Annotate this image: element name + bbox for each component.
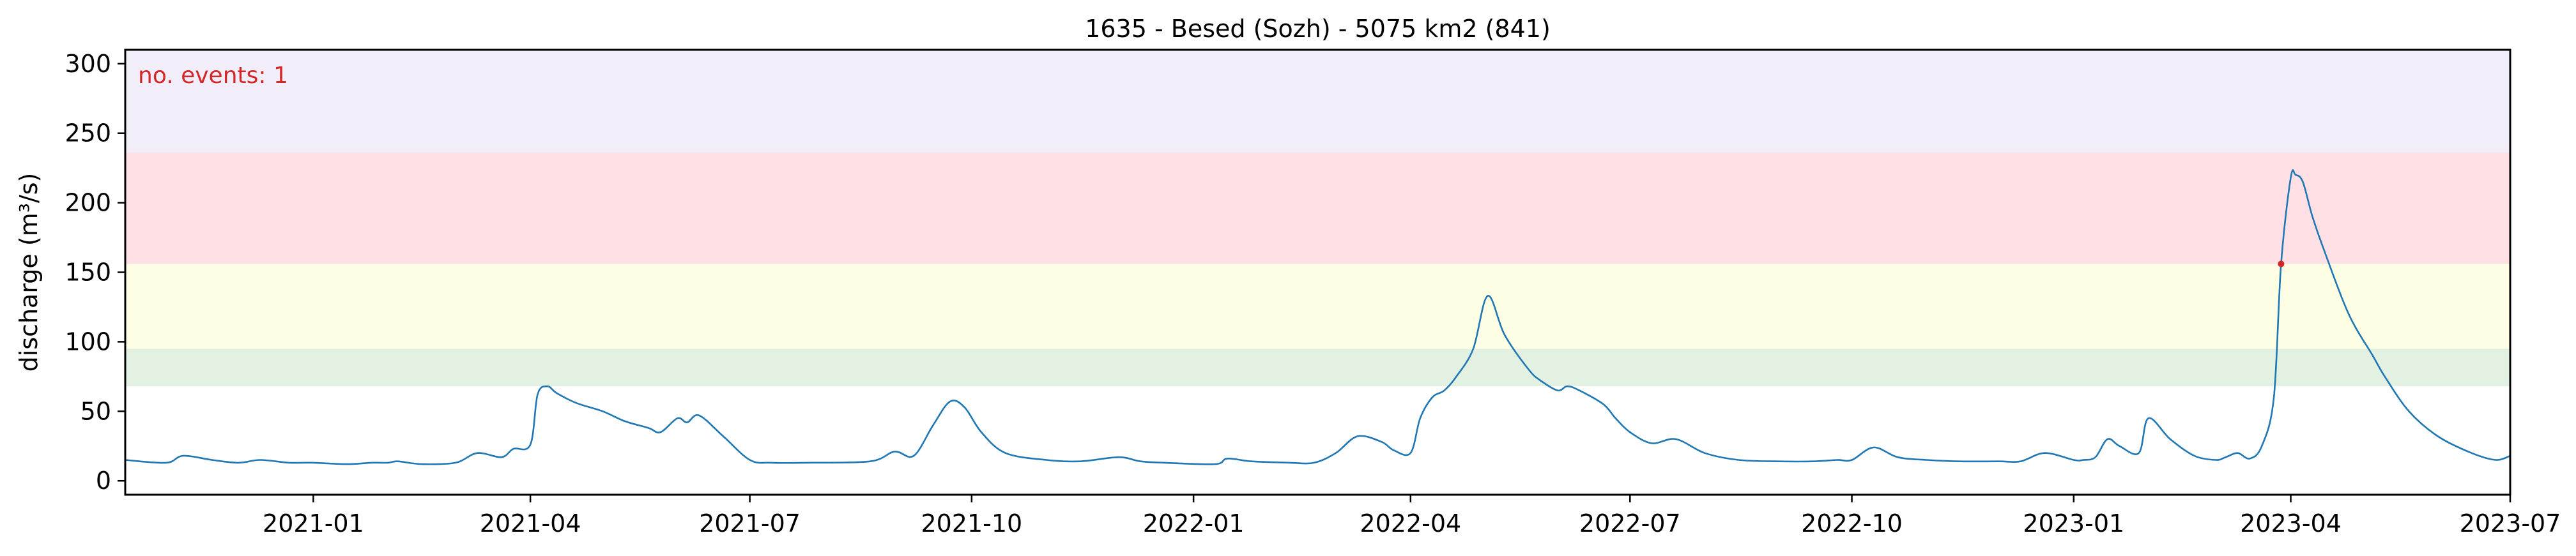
- events-group: [2278, 260, 2285, 267]
- y-tick-label-100: 100: [65, 327, 111, 356]
- band-2: [125, 153, 2510, 264]
- chart-title: 1635 - Besed (Sozh) - 5075 km2 (841): [1085, 15, 1551, 43]
- y-tick-label-250: 250: [65, 119, 111, 147]
- x-tick-label-2022-07: 2022-07: [1579, 509, 1681, 537]
- x-tick-label-2023-07: 2023-07: [2460, 509, 2561, 537]
- series-group: [125, 169, 2511, 465]
- x-tick-label-2022-04: 2022-04: [1360, 509, 1461, 537]
- band-3: [125, 50, 2510, 153]
- y-tick-label-50: 50: [80, 397, 111, 425]
- y-axis: 0 50 100 150 200 250 300: [65, 50, 125, 495]
- x-tick-label-2021-04: 2021-04: [480, 509, 581, 537]
- events-annotation: no. events: 1: [138, 63, 288, 89]
- y-axis-label: discharge (m³/s): [15, 173, 43, 372]
- x-tick-label-2021-01: 2021-01: [263, 509, 364, 537]
- x-tick-label-2021-10: 2021-10: [921, 509, 1022, 537]
- y-tick-label-300: 300: [65, 50, 111, 78]
- band-0: [125, 349, 2510, 387]
- series-line-0: [125, 169, 2511, 465]
- x-tick-label-2021-07: 2021-07: [699, 509, 801, 537]
- y-tick-label-200: 200: [65, 189, 111, 217]
- y-tick-label-0: 0: [96, 467, 111, 495]
- y-tick-label-150: 150: [65, 259, 111, 287]
- x-tick-label-2023-04: 2023-04: [2240, 509, 2342, 537]
- x-tick-label-2022-01: 2022-01: [1143, 509, 1245, 537]
- event-marker-0: [2278, 260, 2285, 267]
- x-tick-label-2022-10: 2022-10: [1801, 509, 1903, 537]
- threshold-bands: [125, 50, 2510, 387]
- x-tick-label-2023-01: 2023-01: [2023, 509, 2124, 537]
- band-1: [125, 264, 2510, 349]
- x-axis: 2021-01 2021-04 2021-07 2021-10 2022-01 2022-…: [263, 495, 2561, 537]
